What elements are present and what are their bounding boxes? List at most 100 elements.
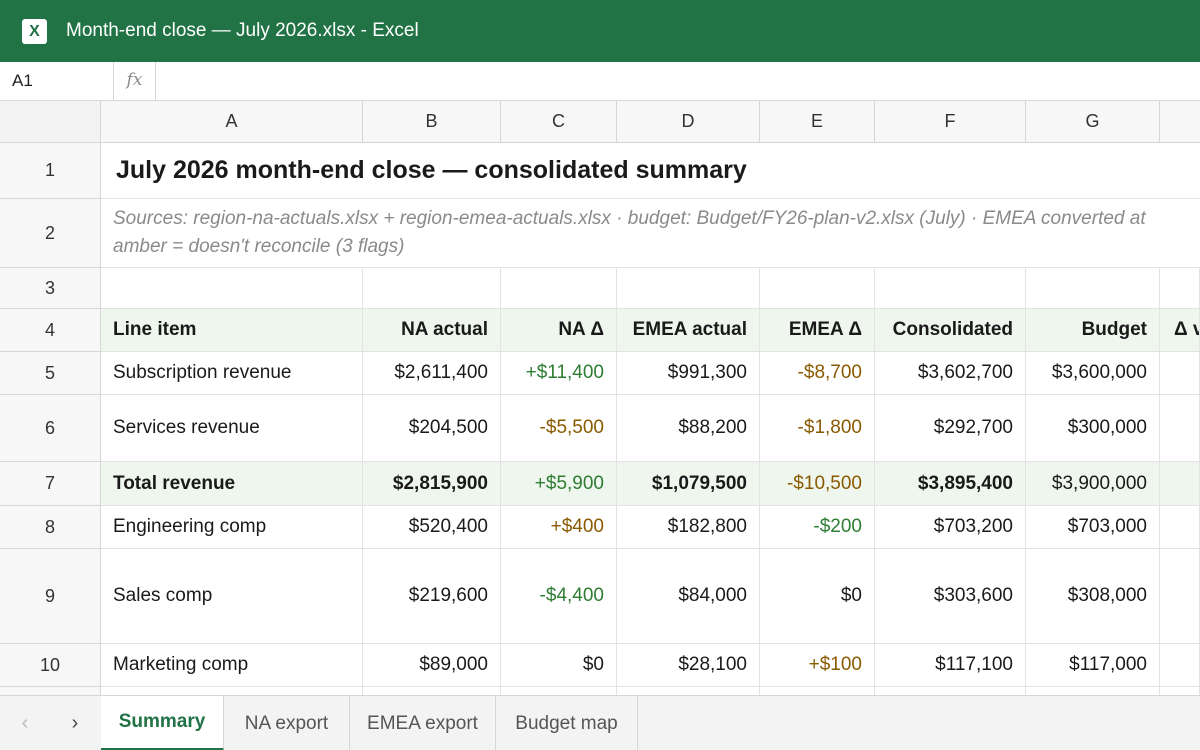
line-item-label[interactable]: Services revenue <box>101 395 363 462</box>
cell[interactable] <box>363 268 501 309</box>
delta-vs-budget-cell[interactable] <box>1160 462 1200 506</box>
chevron-left-icon[interactable]: ‹ <box>21 712 29 734</box>
formula-input[interactable] <box>157 62 1200 100</box>
name-box[interactable]: A1 <box>0 62 114 100</box>
na-actual-cell[interactable]: $89,000 <box>363 644 501 687</box>
emea-delta-cell[interactable]: -$1,800 <box>760 395 875 462</box>
cell[interactable] <box>1026 687 1160 695</box>
column-header-e[interactable]: E <box>760 101 875 143</box>
delta-vs-budget-cell[interactable] <box>1160 395 1200 462</box>
consolidated-cell[interactable]: $292,700 <box>875 395 1026 462</box>
column-header-d[interactable]: D <box>617 101 760 143</box>
column-header-h[interactable] <box>1160 101 1200 143</box>
emea-actual-cell[interactable]: $28,100 <box>617 644 760 687</box>
cell[interactable] <box>501 268 617 309</box>
delta-vs-budget-cell[interactable] <box>1160 352 1200 395</box>
row-header-4[interactable]: 4 <box>0 309 101 352</box>
cell[interactable] <box>875 687 1026 695</box>
line-item-label[interactable]: Total revenue <box>101 462 363 506</box>
line-item-label[interactable]: Engineering comp <box>101 506 363 549</box>
cell[interactable] <box>617 268 760 309</box>
line-item-label[interactable]: Sales comp <box>101 549 363 644</box>
tab-budget-map[interactable]: Budget map <box>496 696 638 750</box>
delta-vs-budget-cell[interactable] <box>1160 549 1200 644</box>
emea-delta-cell[interactable]: $0 <box>760 549 875 644</box>
cell[interactable] <box>363 687 501 695</box>
header-na-actual[interactable]: NA actual <box>363 309 501 352</box>
budget-cell[interactable]: $3,900,000 <box>1026 462 1160 506</box>
select-all-corner[interactable] <box>0 101 101 143</box>
cell[interactable] <box>1160 268 1200 309</box>
row-header-6[interactable]: 6 <box>0 395 101 462</box>
na-delta-cell[interactable]: +$5,900 <box>501 462 617 506</box>
budget-cell[interactable]: $703,000 <box>1026 506 1160 549</box>
cell[interactable] <box>617 687 760 695</box>
header-budget[interactable]: Budget <box>1026 309 1160 352</box>
sheet-title[interactable]: July 2026 month-end close — consolidated… <box>101 143 1200 199</box>
row-header-3[interactable]: 3 <box>0 268 101 309</box>
row-header-2[interactable]: 2 <box>0 199 101 268</box>
na-actual-cell[interactable]: $204,500 <box>363 395 501 462</box>
cell[interactable] <box>101 687 363 695</box>
chevron-right-icon[interactable]: › <box>71 712 79 734</box>
na-actual-cell[interactable]: $219,600 <box>363 549 501 644</box>
delta-vs-budget-cell[interactable] <box>1160 506 1200 549</box>
column-header-b[interactable]: B <box>363 101 501 143</box>
delta-vs-budget-cell[interactable] <box>1160 644 1200 687</box>
header-emea-actual[interactable]: EMEA actual <box>617 309 760 352</box>
na-actual-cell[interactable]: $2,815,900 <box>363 462 501 506</box>
tab-na-export[interactable]: NA export <box>224 696 350 750</box>
tab-emea-export[interactable]: EMEA export <box>350 696 496 750</box>
consolidated-cell[interactable]: $117,100 <box>875 644 1026 687</box>
na-delta-cell[interactable]: $0 <box>501 644 617 687</box>
na-delta-cell[interactable]: -$5,500 <box>501 395 617 462</box>
line-item-label[interactable]: Subscription revenue <box>101 352 363 395</box>
emea-actual-cell[interactable]: $84,000 <box>617 549 760 644</box>
fx-icon[interactable]: fx <box>114 62 156 100</box>
emea-actual-cell[interactable]: $88,200 <box>617 395 760 462</box>
emea-delta-cell[interactable]: +$100 <box>760 644 875 687</box>
budget-cell[interactable]: $300,000 <box>1026 395 1160 462</box>
consolidated-cell[interactable]: $3,895,400 <box>875 462 1026 506</box>
column-header-f[interactable]: F <box>875 101 1026 143</box>
cell[interactable] <box>501 687 617 695</box>
cell[interactable] <box>101 268 363 309</box>
cell[interactable] <box>1026 268 1160 309</box>
header-consolidated[interactable]: Consolidated <box>875 309 1026 352</box>
row-header-11[interactable] <box>0 687 101 695</box>
consolidated-cell[interactable]: $303,600 <box>875 549 1026 644</box>
header-line-item[interactable]: Line item <box>101 309 363 352</box>
na-delta-cell[interactable]: +$11,400 <box>501 352 617 395</box>
row-header-7[interactable]: 7 <box>0 462 101 506</box>
row-header-1[interactable]: 1 <box>0 143 101 199</box>
column-header-a[interactable]: A <box>101 101 363 143</box>
emea-delta-cell[interactable]: -$10,500 <box>760 462 875 506</box>
column-header-c[interactable]: C <box>501 101 617 143</box>
cell[interactable] <box>760 268 875 309</box>
cell[interactable] <box>1160 687 1200 695</box>
emea-actual-cell[interactable]: $1,079,500 <box>617 462 760 506</box>
na-delta-cell[interactable]: -$4,400 <box>501 549 617 644</box>
emea-actual-cell[interactable]: $991,300 <box>617 352 760 395</box>
budget-cell[interactable]: $117,000 <box>1026 644 1160 687</box>
budget-cell[interactable]: $3,600,000 <box>1026 352 1160 395</box>
column-header-g[interactable]: G <box>1026 101 1160 143</box>
na-actual-cell[interactable]: $520,400 <box>363 506 501 549</box>
na-delta-cell[interactable]: +$400 <box>501 506 617 549</box>
header-emea-delta[interactable]: EMEA Δ <box>760 309 875 352</box>
cell[interactable] <box>760 687 875 695</box>
na-actual-cell[interactable]: $2,611,400 <box>363 352 501 395</box>
header-delta-vs-budget[interactable]: Δ v <box>1160 309 1200 352</box>
cell[interactable] <box>875 268 1026 309</box>
budget-cell[interactable]: $308,000 <box>1026 549 1160 644</box>
emea-delta-cell[interactable]: -$200 <box>760 506 875 549</box>
emea-delta-cell[interactable]: -$8,700 <box>760 352 875 395</box>
row-header-10[interactable]: 10 <box>0 644 101 687</box>
header-na-delta[interactable]: NA Δ <box>501 309 617 352</box>
consolidated-cell[interactable]: $3,602,700 <box>875 352 1026 395</box>
consolidated-cell[interactable]: $703,200 <box>875 506 1026 549</box>
sources-note[interactable]: Sources: region-na-actuals.xlsx + region… <box>101 199 1200 268</box>
tab-summary[interactable]: Summary <box>101 696 224 750</box>
emea-actual-cell[interactable]: $182,800 <box>617 506 760 549</box>
row-header-5[interactable]: 5 <box>0 352 101 395</box>
